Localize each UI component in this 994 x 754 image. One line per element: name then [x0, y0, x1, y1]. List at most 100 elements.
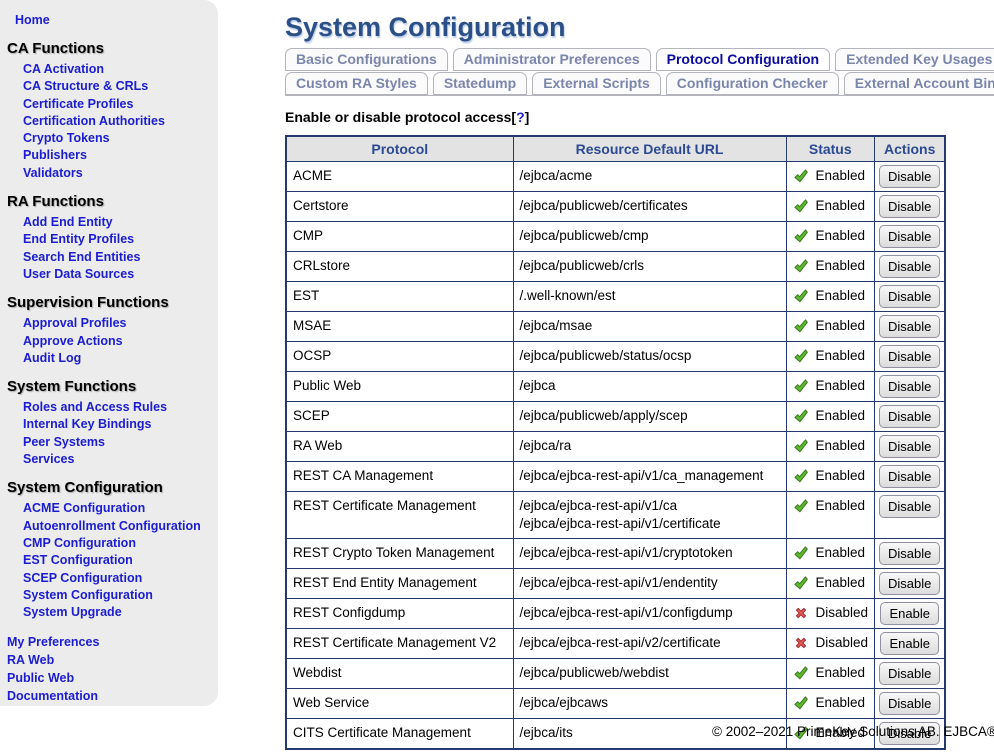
- sidebar-item[interactable]: Certificate Profiles: [23, 96, 134, 111]
- sidebar-item[interactable]: System Upgrade: [23, 605, 122, 620]
- status-cell: Enabled: [785, 161, 876, 192]
- sidebar-item[interactable]: SCEP Configuration: [23, 570, 143, 585]
- sidebar-item[interactable]: User Data Sources: [23, 266, 135, 281]
- toggle-protocol-button[interactable]: Disable: [879, 315, 941, 338]
- toggle-protocol-button[interactable]: Disable: [879, 255, 941, 278]
- status-label: Enabled: [815, 545, 866, 560]
- toggle-protocol-button[interactable]: Disable: [879, 495, 941, 518]
- protocol-name: OCSP: [285, 341, 514, 372]
- sidebar-item[interactable]: Approve Actions: [23, 333, 123, 348]
- sidebar-section: CA Functions CA Activation CA Structure &…: [7, 40, 212, 182]
- sidebar-item[interactable]: Audit Log: [23, 350, 82, 365]
- sidebar-item[interactable]: Approval Profiles: [23, 316, 127, 331]
- tab[interactable]: Administrator Preferences: [452, 48, 651, 71]
- resource-url: /ejbca/acme: [512, 161, 787, 192]
- footer-copyright: © 2002–2021 PrimeKey Solutions AB. EJBCA…: [712, 724, 994, 739]
- sidebar-item[interactable]: My Preferences: [7, 635, 100, 650]
- sidebar-item[interactable]: Peer Systems: [23, 434, 106, 449]
- protocol-name: Webdist: [285, 658, 514, 689]
- action-cell: Disable: [874, 718, 946, 750]
- toggle-protocol-button[interactable]: Disable: [879, 405, 941, 428]
- sidebar-item[interactable]: Add End Entity: [23, 215, 113, 230]
- toggle-protocol-button[interactable]: Disable: [879, 375, 941, 398]
- toggle-protocol-button[interactable]: Disable: [879, 722, 941, 745]
- tab[interactable]: Statedump: [432, 72, 528, 95]
- toggle-protocol-button[interactable]: Disable: [879, 572, 941, 595]
- table-row: REST Certificate Management /ejbca/ejbca…: [285, 491, 946, 539]
- table-row: REST End Entity Management /ejbca/ejbca-…: [285, 568, 946, 599]
- sidebar-item[interactable]: RA Web: [7, 653, 55, 668]
- toggle-protocol-button[interactable]: Enable: [880, 632, 939, 655]
- col-header-status: Status: [785, 135, 876, 162]
- toggle-protocol-button[interactable]: Enable: [880, 602, 939, 625]
- enabled-check-icon: [793, 498, 809, 514]
- sidebar-sections: CA Functions CA Activation CA Structure &…: [7, 40, 212, 621]
- status-label: Enabled: [815, 498, 866, 513]
- sidebar-item[interactable]: Roles and Access Rules: [23, 400, 168, 415]
- bracket-open: [: [511, 109, 517, 125]
- status-label: Enabled: [815, 198, 866, 213]
- sidebar-section-items: ACME Configuration Autoenrollment Configu…: [7, 500, 212, 621]
- toggle-protocol-button[interactable]: Disable: [879, 435, 941, 458]
- sidebar-item[interactable]: Services: [23, 452, 75, 467]
- toggle-protocol-button[interactable]: Disable: [879, 692, 941, 715]
- toggle-protocol-button[interactable]: Disable: [879, 465, 941, 488]
- sidebar-item[interactable]: CA Structure & CRLs: [23, 79, 149, 94]
- sidebar-item-home[interactable]: Home: [15, 13, 50, 27]
- tab-row-1: Basic Configurations Administrator Prefer…: [285, 48, 994, 71]
- sidebar-item[interactable]: EST Configuration: [23, 553, 133, 568]
- sidebar-item[interactable]: Publishers: [23, 148, 87, 163]
- tab[interactable]: External Scripts: [532, 72, 661, 95]
- resource-url-line: /ejbca/ejbca-rest-api/v1/cryptotoken: [519, 545, 733, 560]
- sidebar-section-items: Approval Profiles Approve Actions Audit Lo…: [7, 315, 212, 367]
- enabled-check-icon: [793, 438, 809, 454]
- status-wrap: Enabled: [793, 257, 869, 274]
- resource-url: /ejbca/ra: [512, 431, 787, 462]
- toggle-protocol-button[interactable]: Disable: [879, 542, 941, 565]
- tab[interactable]: External Account Bindings: [843, 72, 994, 95]
- tab[interactable]: Protocol Configuration: [655, 48, 831, 71]
- tab[interactable]: Basic Configurations: [285, 48, 448, 71]
- sidebar-item[interactable]: End Entity Profiles: [23, 232, 135, 247]
- resource-url: /ejbca/its: [512, 718, 787, 750]
- help-link[interactable]: ?: [516, 109, 525, 125]
- resource-url-line: /ejbca: [519, 378, 556, 393]
- toggle-protocol-button[interactable]: Disable: [879, 225, 941, 248]
- toggle-protocol-button[interactable]: Disable: [879, 195, 941, 218]
- toggle-protocol-button[interactable]: Disable: [879, 345, 941, 368]
- sidebar-item[interactable]: Crypto Tokens: [23, 131, 110, 146]
- status-wrap: Disabled: [793, 604, 868, 621]
- sidebar-item[interactable]: Certification Authorities: [23, 113, 165, 128]
- sidebar-item[interactable]: Public Web: [7, 671, 75, 686]
- sidebar-item[interactable]: Documentation: [7, 689, 98, 704]
- sidebar-item[interactable]: Internal Key Bindings: [23, 417, 152, 432]
- enabled-check-icon: [793, 408, 809, 424]
- action-cell: Disable: [874, 311, 946, 342]
- resource-url-line: /ejbca/ejbca-rest-api/v1/ca: [519, 498, 678, 513]
- toggle-protocol-button[interactable]: Disable: [879, 285, 941, 308]
- sidebar-item[interactable]: CMP Configuration: [23, 535, 136, 550]
- table-row: REST Certificate Management V2 /ejbca/ej…: [285, 628, 946, 659]
- tab[interactable]: Configuration Checker: [665, 72, 839, 95]
- resource-url-line: /ejbca/publicweb/apply/scep: [519, 408, 688, 423]
- status-wrap: Enabled: [793, 197, 869, 214]
- sidebar-item[interactable]: Validators: [23, 165, 83, 180]
- table-row: Webdist /ejbca/publicweb/webdist Enabled…: [285, 658, 946, 689]
- toggle-protocol-button[interactable]: Disable: [879, 165, 941, 188]
- sidebar-item[interactable]: Search End Entities: [23, 249, 141, 264]
- tab[interactable]: Custom RA Styles: [285, 72, 428, 95]
- sidebar-section-items: Roles and Access Rules Internal Key Bindi…: [7, 399, 212, 468]
- status-label: Enabled: [815, 378, 866, 393]
- status-cell: Enabled: [785, 251, 876, 282]
- sidebar-item[interactable]: Autoenrollment Configuration: [23, 518, 201, 533]
- toggle-protocol-button[interactable]: Disable: [879, 662, 941, 685]
- tab-strip: Basic Configurations Administrator Prefer…: [285, 48, 994, 96]
- status-cell: Enabled: [785, 568, 876, 599]
- resource-url-line: /ejbca/publicweb/webdist: [519, 665, 669, 680]
- sidebar-item[interactable]: CA Activation: [23, 62, 105, 76]
- tab[interactable]: Extended Key Usages: [835, 48, 994, 71]
- tab-row-2: Custom RA Styles Statedump External Script…: [285, 72, 994, 95]
- sidebar-item[interactable]: System Configuration: [23, 587, 153, 602]
- status-wrap: Enabled: [793, 407, 869, 424]
- sidebar-item[interactable]: ACME Configuration: [23, 501, 146, 516]
